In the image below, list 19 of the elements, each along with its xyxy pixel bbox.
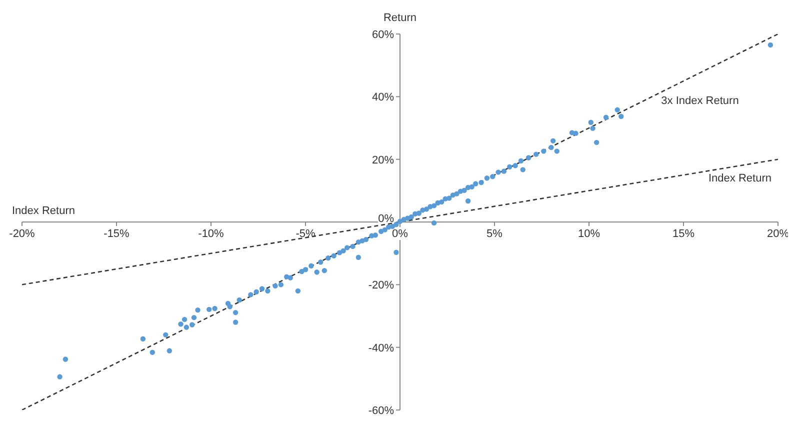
x-tick-label: -15% [104,228,130,240]
y-tick-label: 60% [372,29,394,41]
x-axis-title: Index Return [12,205,75,217]
series-label: Index Return [708,172,772,184]
x-tick-label: 15% [672,228,695,240]
x-tick-label: -5% [296,228,316,240]
series-label: 3x Index Return [661,95,739,107]
x-tick-label: -20% [9,228,36,240]
y-tick-label: 0% [378,213,394,225]
x-tick-label: 5% [486,228,503,240]
y-tick-label: -20% [368,280,394,292]
x-tick-label: 0% [392,228,408,240]
y-axis-title: Return [382,12,418,24]
y-tick-label: 40% [372,92,394,104]
x-tick-label: 10% [578,228,600,240]
x-tick-label: -10% [198,228,224,240]
y-tick-label: -40% [368,342,394,354]
y-tick-label: 20% [372,154,394,166]
y-tick-label: -60% [368,405,394,417]
